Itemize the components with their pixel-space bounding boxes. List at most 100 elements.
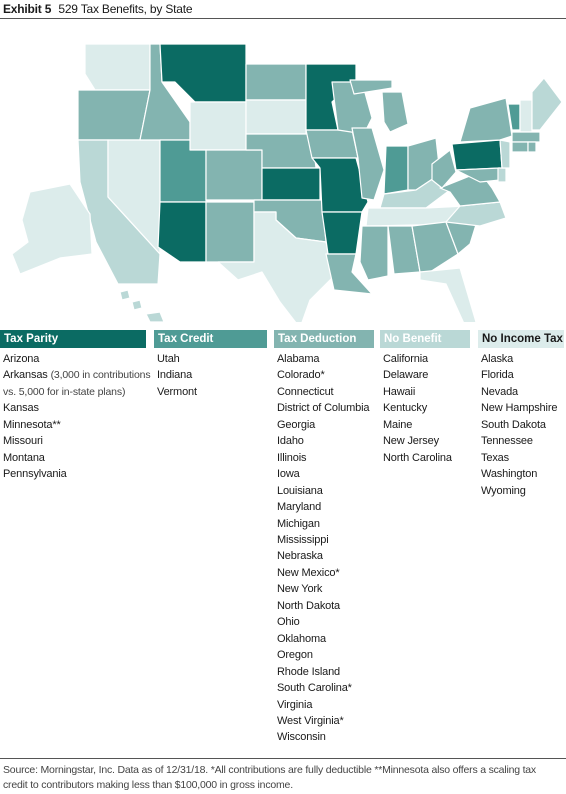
list-item: Oregon bbox=[277, 649, 313, 662]
state-hawaii-3 bbox=[145, 311, 165, 322]
list-item: Kansas bbox=[3, 402, 39, 415]
list-item: Tennessee bbox=[481, 435, 533, 448]
list-item: South Dakota bbox=[481, 418, 546, 431]
column-no-benefit: No Benefit California Delaware Hawaii Ke… bbox=[380, 330, 470, 466]
list-tax-deduction: Alabama Colorado* Connecticut District o… bbox=[274, 351, 374, 746]
list-item: Maryland bbox=[277, 501, 322, 514]
state-indiana bbox=[383, 145, 409, 195]
list-item: New Mexico* bbox=[277, 566, 340, 579]
state-rhode-island bbox=[527, 141, 537, 153]
state-new-mexico bbox=[205, 201, 255, 263]
exhibit-label: Exhibit 5 bbox=[3, 2, 52, 16]
list-item: Illinois bbox=[277, 451, 307, 464]
list-item: Connecticut bbox=[277, 385, 334, 398]
state-montana bbox=[159, 43, 247, 103]
list-item: District of Columbia bbox=[277, 402, 370, 415]
list-item: Oklahoma bbox=[277, 632, 326, 645]
state-iowa bbox=[305, 129, 359, 159]
list-item: Iowa bbox=[277, 468, 300, 481]
state-south-dakota bbox=[245, 99, 307, 135]
list-item: Indiana bbox=[157, 369, 193, 382]
list-item: Wyoming bbox=[481, 484, 526, 497]
state-alaska bbox=[11, 183, 93, 275]
list-item: Missouri bbox=[3, 435, 43, 448]
state-maine bbox=[531, 77, 563, 131]
exhibit-title: Exhibit 5 529 Tax Benefits, by State bbox=[3, 2, 193, 16]
list-item: Virginia bbox=[277, 698, 313, 711]
state-michigan bbox=[381, 91, 409, 133]
state-new-hampshire bbox=[519, 99, 533, 133]
header-tax-deduction: Tax Deduction bbox=[274, 330, 374, 348]
header-tax-credit: Tax Credit bbox=[154, 330, 267, 348]
list-item: Ohio bbox=[277, 616, 300, 629]
bottom-divider bbox=[0, 758, 566, 759]
state-kansas bbox=[261, 167, 321, 201]
state-pennsylvania bbox=[451, 139, 503, 171]
state-wyoming bbox=[189, 101, 247, 151]
state-arizona bbox=[157, 201, 207, 263]
list-item: Utah bbox=[157, 353, 180, 365]
exhibit-heading: 529 Tax Benefits, by State bbox=[58, 2, 193, 16]
state-massachusetts bbox=[511, 131, 541, 143]
state-name: Arkansas bbox=[3, 369, 48, 382]
state-new-york bbox=[459, 97, 513, 143]
list-no-benefit: California Delaware Hawaii Kentucky Main… bbox=[380, 351, 470, 466]
header-no-benefit: No Benefit bbox=[380, 330, 470, 348]
list-item: California bbox=[383, 353, 428, 365]
list-item: Louisiana bbox=[277, 484, 323, 497]
state-colorado bbox=[205, 149, 263, 201]
list-item: New Hampshire bbox=[481, 402, 558, 415]
state-mississippi bbox=[359, 225, 389, 281]
column-no-income-tax: No Income Tax Alaska Florida Nevada New … bbox=[478, 330, 564, 499]
state-west-virginia bbox=[431, 149, 457, 189]
us-state-map bbox=[11, 43, 563, 322]
list-item: Wisconsin bbox=[277, 731, 326, 744]
list-item: Arkansas (3,000 in contributions vs. 5,00… bbox=[3, 367, 151, 400]
list-item: Maine bbox=[383, 418, 413, 431]
list-item: New York bbox=[277, 583, 323, 596]
list-item: Mississippi bbox=[277, 533, 329, 546]
list-item: Kentucky bbox=[383, 402, 428, 415]
header-no-income-tax: No Income Tax bbox=[478, 330, 564, 348]
list-item: Texas bbox=[481, 451, 509, 464]
list-item: Florida bbox=[481, 369, 514, 382]
state-hawaii-1 bbox=[119, 289, 131, 301]
column-tax-parity: Tax Parity Arizona Arkansas (3,000 in co… bbox=[0, 330, 151, 483]
list-item: Alabama bbox=[277, 353, 320, 365]
list-item: North Dakota bbox=[277, 599, 341, 612]
state-michigan-upper bbox=[349, 79, 393, 95]
list-item: West Virginia* bbox=[277, 714, 344, 727]
state-arkansas bbox=[321, 211, 363, 255]
list-tax-credit: Utah Indiana Vermont bbox=[154, 351, 267, 400]
state-florida bbox=[419, 267, 477, 322]
list-item: Delaware bbox=[383, 369, 429, 382]
arkansas-note-line1: (3,000 in contributions bbox=[50, 369, 151, 382]
list-item: South Carolina* bbox=[277, 682, 352, 695]
state-illinois bbox=[351, 127, 385, 201]
list-item: Minnesota** bbox=[3, 418, 61, 431]
state-connecticut bbox=[511, 141, 529, 153]
state-hawaii-2 bbox=[131, 299, 143, 311]
list-item: Nevada bbox=[481, 385, 519, 398]
list-tax-parity: Arizona Arkansas (3,000 in contributions… bbox=[0, 351, 151, 483]
list-item: North Carolina bbox=[383, 451, 452, 464]
list-item: Colorado* bbox=[277, 369, 325, 382]
list-item: Nebraska bbox=[277, 550, 323, 563]
state-louisiana bbox=[325, 253, 373, 295]
top-divider bbox=[0, 18, 566, 19]
state-delaware bbox=[497, 167, 507, 183]
list-item: Alaska bbox=[481, 353, 514, 365]
list-item: Michigan bbox=[277, 517, 320, 530]
source-footnote: Source: Morningstar, Inc. Data as of 12/… bbox=[3, 764, 536, 791]
list-item: Idaho bbox=[277, 435, 304, 448]
list-item: Vermont bbox=[157, 385, 197, 398]
list-item: Rhode Island bbox=[277, 665, 341, 678]
list-item: Georgia bbox=[277, 418, 316, 431]
state-north-carolina bbox=[445, 201, 507, 227]
list-item: Montana bbox=[3, 451, 45, 464]
state-oregon bbox=[77, 89, 151, 141]
state-new-jersey bbox=[499, 139, 511, 169]
list-item: Arizona bbox=[3, 353, 40, 365]
state-north-dakota bbox=[245, 63, 307, 101]
column-tax-credit: Tax Credit Utah Indiana Vermont bbox=[154, 330, 267, 400]
